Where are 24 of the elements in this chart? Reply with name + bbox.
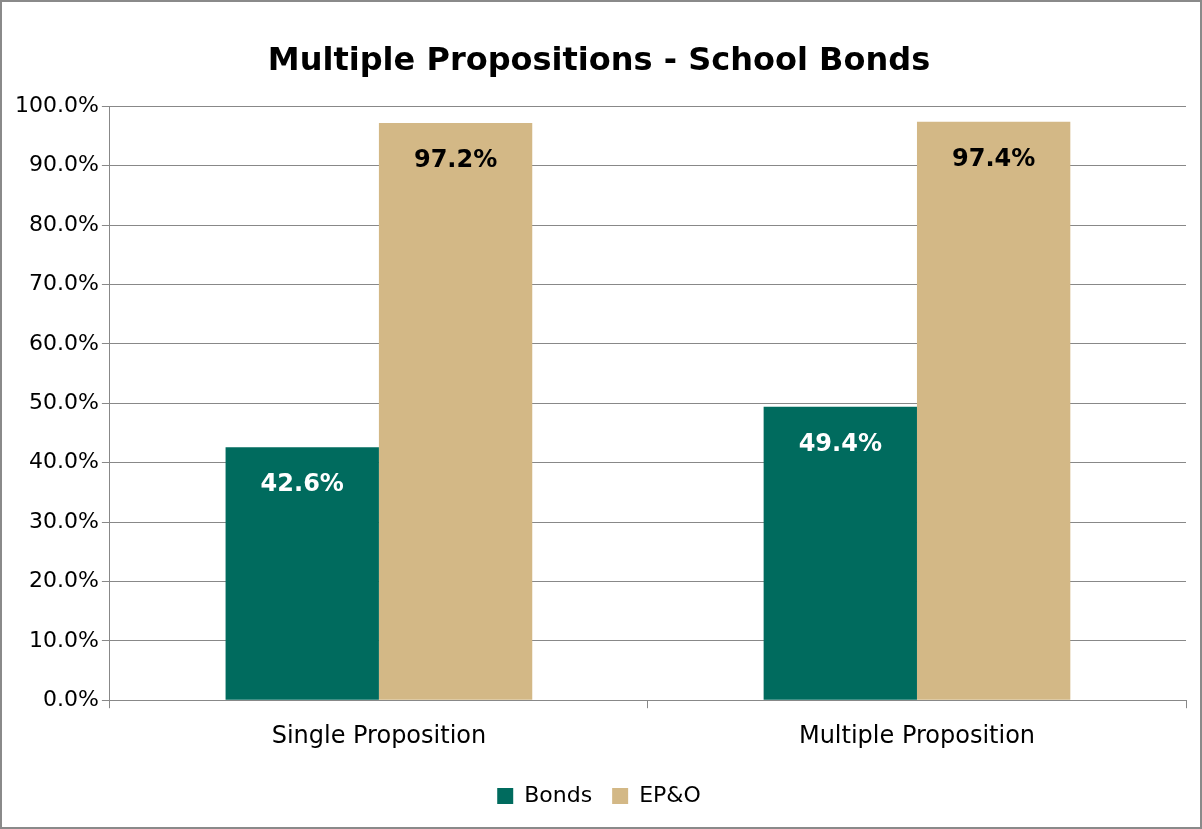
bar [378, 123, 533, 700]
data-label: 97.4% [952, 144, 1036, 173]
data-label: 97.2% [413, 145, 498, 174]
y-tick-label: 60.0% [29, 329, 99, 355]
y-tick-label: 0.0% [42, 685, 99, 711]
bar [916, 121, 1071, 700]
x-tick-label: Multiple Proposition [798, 720, 1036, 749]
y-tick-label: 80.0% [29, 210, 99, 236]
chart-title: Multiple Propositions - School Bonds [267, 39, 931, 78]
y-tick-label: 100.0% [15, 92, 99, 118]
y-tick-label: 70.0% [29, 270, 99, 296]
bar [763, 406, 917, 700]
y-tick-label: 20.0% [29, 567, 99, 593]
y-tick-label: 30.0% [29, 507, 99, 533]
legend-label: Bonds [524, 781, 593, 807]
y-tick-label: 10.0% [29, 626, 99, 652]
y-tick-label: 40.0% [29, 448, 99, 474]
y-tick-label: 50.0% [29, 389, 99, 415]
legend-label: EP&O [639, 781, 701, 807]
x-tick-label: Single Proposition [271, 720, 487, 749]
bar [225, 447, 379, 700]
y-tick-label: 90.0% [29, 151, 99, 177]
data-label: 42.6% [260, 469, 344, 498]
data-label: 49.4% [798, 429, 882, 458]
